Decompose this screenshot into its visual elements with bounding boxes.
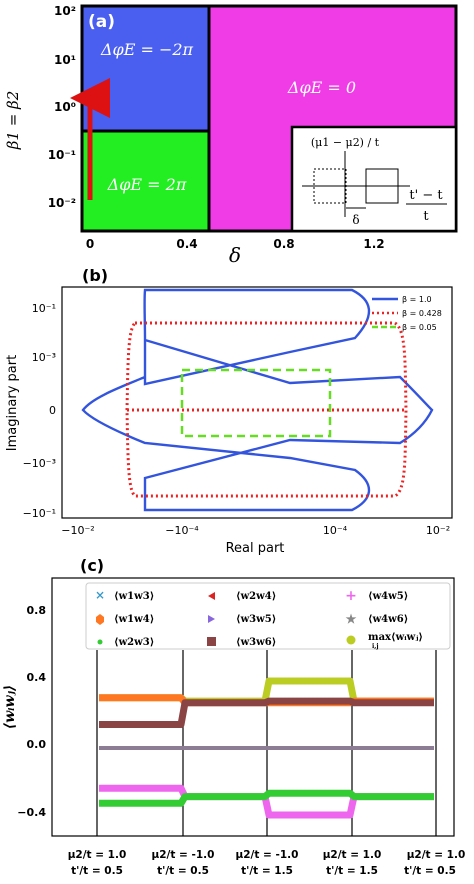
ytick-b-4: −10⁻¹ (23, 507, 56, 520)
panel-c-frame (51, 577, 455, 837)
ytick-b-2: 0 (49, 404, 56, 417)
curve-beta-0-428 (125, 321, 408, 498)
panel-b-ylabel: Imaginary part (5, 355, 20, 451)
inset-delta: δ (352, 213, 359, 227)
segment-labels: μ2/t = 1.0 t'/t = 0.5 μ2/t = -1.0 t'/t =… (68, 849, 466, 877)
panel-b-legend: β = 1.0 β = 0.428 β = 0.05 (372, 295, 442, 332)
ytick-b-0: 10⁻¹ (32, 302, 56, 315)
seg-label-4-mu: μ2/t = 1.0 (407, 849, 466, 861)
panel-a-label: (a) (88, 12, 115, 32)
ytick-c-0: 0.8 (27, 604, 47, 617)
panel-a-ylabel: β1 = β2 (4, 91, 22, 151)
panel-b: (b) β = 1.0 β = 0.428 β = 0.05 10⁻¹ 10⁻³… (5, 266, 453, 556)
xtick-b-1: −10⁻⁴ (165, 524, 199, 537)
ytick-a-1: 10¹ (54, 53, 76, 67)
ytick-b-1: 10⁻³ (32, 351, 56, 364)
legend-w3w5: ⟨w3w5⟩ (236, 614, 276, 625)
legend-w1w4: ⟨w1w4⟩ (114, 614, 154, 625)
seg-label-0-tp: t'/t = 0.5 (71, 865, 123, 877)
panel-c-yticks: 0.8 0.4 0.0 −0.4 (17, 604, 46, 819)
panel-a-inset: (μ1 − μ2) / t δ t' − t t (290, 125, 458, 233)
ytick-a-0: 10² (54, 4, 76, 18)
panel-b-xticks: −10⁻² −10⁻⁴ 10⁻⁴ 10⁻² (61, 524, 450, 537)
panel-c-legend: × ⟨w1w3⟩ ⟨w1w4⟩ ⟨w2w3⟩ ⟨w2w4⟩ ⟨w3w5⟩ ⟨w3… (85, 582, 451, 650)
ytick-c-1: 0.4 (27, 671, 47, 684)
legend-max: max⟨wᵢwⱼ⟩ (368, 632, 423, 643)
xtick-a-3: 1.2 (363, 237, 384, 251)
legend-beta-0-05: β = 0.05 (402, 323, 437, 332)
region-label-minus-2pi: ΔφE = −2π (100, 40, 194, 59)
panel-b-label: (b) (82, 266, 108, 285)
marker-hexagon-icon (96, 614, 104, 625)
panel-a-frame (80, 4, 458, 233)
xtick-a-1: 0.4 (176, 237, 197, 251)
series-line-4 (99, 789, 434, 807)
xtick-a-2: 0.8 (273, 237, 294, 251)
xtick-b-0: −10⁻² (61, 524, 94, 537)
legend-w4w5: ⟨w4w5⟩ (368, 591, 408, 602)
panel-a-yticks: 10² 10¹ 10⁰ 10⁻¹ 10⁻² (48, 4, 76, 210)
seg-label-2-tp: t'/t = 1.5 (241, 865, 293, 877)
seg-label-2-mu: μ2/t = -1.0 (236, 849, 299, 861)
inset-ratio-den: t (423, 209, 429, 224)
marker-tri-right-icon (208, 615, 215, 623)
marker-circle-icon (346, 635, 356, 645)
xtick-b-3: 10⁻² (426, 524, 450, 537)
panel-a-xlabel: δ (229, 243, 241, 267)
marker-plus-icon: + (345, 588, 357, 604)
xtick-b-2: 10⁻⁴ (323, 524, 348, 537)
legend-w2w3: ⟨w2w3⟩ (114, 637, 154, 648)
panel-b-xlabel: Real part (226, 541, 285, 556)
legend-beta-1-0: β = 1.0 (402, 295, 432, 304)
ytick-a-3: 10⁻¹ (48, 148, 76, 162)
panel-a-xticks: 0 0.4 0.8 1.2 (86, 237, 385, 251)
inset-ratio-num: t' − t (409, 188, 443, 203)
panel-b-frame (61, 286, 453, 519)
legend-w2w4: ⟨w2w4⟩ (236, 591, 276, 602)
marker-tri-left-icon (208, 592, 215, 600)
marker-dot-icon (97, 639, 103, 645)
curve-beta-0-05 (180, 368, 332, 438)
ytick-b-3: −10⁻³ (23, 457, 56, 470)
legend-w4w6: ⟨w4w6⟩ (368, 614, 408, 625)
ytick-c-2: 0.0 (27, 738, 47, 751)
seg-label-3-tp: t'/t = 1.5 (326, 865, 378, 877)
marker-star-icon: ★ (346, 612, 357, 626)
region-label-plus-2pi: ΔφE = 2π (107, 175, 187, 194)
panel-a: (a) ΔφE = −2π ΔφE = 2π ΔφE = 0 (μ1 − μ2)… (4, 4, 458, 267)
legend-w1w3: ⟨w1w3⟩ (114, 591, 154, 602)
ytick-c-3: −0.4 (17, 806, 46, 819)
ytick-a-4: 10⁻² (48, 196, 76, 210)
xtick-a-0: 0 (86, 237, 94, 251)
seg-label-4-tp: t'/t = 0.5 (404, 865, 456, 877)
marker-x-icon: × (95, 588, 105, 602)
seg-label-1-mu: μ2/t = -1.0 (152, 849, 215, 861)
marker-square-icon (207, 637, 216, 646)
legend-beta-0-428: β = 0.428 (402, 309, 442, 318)
panel-c: (c) 0.8 0.4 0.0 −0.4 ⟨wᵢwⱼ⟩ × ⟨w1w3⟩ ⟨w1… (2, 556, 465, 877)
panel-b-yticks: 10⁻¹ 10⁻³ 0 −10⁻³ −10⁻¹ (23, 302, 56, 520)
panel-c-curves (99, 677, 434, 819)
seg-label-0-mu: μ2/t = 1.0 (68, 849, 127, 861)
region-label-zero: ΔφE = 0 (287, 78, 356, 97)
region-plus-2pi (82, 131, 209, 231)
panel-c-label: (c) (80, 556, 104, 575)
legend-w3w6: ⟨w3w6⟩ (236, 637, 276, 648)
inset-ylabel: (μ1 − μ2) / t (311, 136, 380, 149)
seg-label-3-mu: μ2/t = 1.0 (323, 849, 382, 861)
ytick-a-2: 10⁰ (54, 100, 76, 114)
panel-c-ylabel: ⟨wᵢwⱼ⟩ (2, 685, 18, 730)
seg-label-1-tp: t'/t = 0.5 (157, 865, 209, 877)
series-line-2 (99, 697, 434, 729)
legend-max-sub: i,j (372, 643, 379, 650)
